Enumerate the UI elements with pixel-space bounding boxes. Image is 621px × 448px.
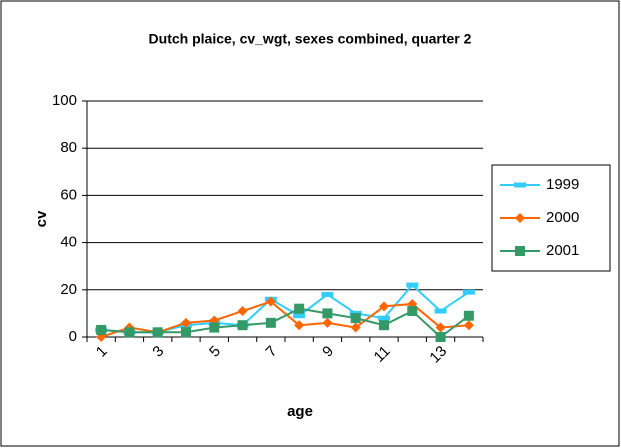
data-point [181, 327, 191, 338]
data-point [322, 308, 333, 319]
y-tick-label: 80 [60, 139, 77, 156]
data-point [463, 310, 474, 321]
data-point [209, 322, 220, 333]
legend-label: 1999 [546, 176, 579, 193]
data-point [321, 292, 334, 298]
data-point [322, 317, 333, 328]
legend-marker [515, 246, 525, 256]
data-point [435, 332, 446, 342]
y-tick-label: 40 [60, 234, 77, 251]
y-tick-label: 100 [52, 92, 77, 109]
chart-title: Dutch plaice, cv_wgt, sexes combined, qu… [149, 31, 472, 47]
data-point [265, 317, 276, 328]
data-point [379, 320, 389, 331]
data-point [407, 306, 418, 317]
data-point [350, 322, 361, 333]
data-point [265, 296, 276, 307]
data-point [379, 301, 389, 312]
data-point [237, 306, 248, 317]
data-point [435, 322, 446, 333]
data-point [462, 289, 475, 295]
legend-marker [515, 213, 525, 223]
data-point [152, 327, 163, 338]
y-axis-label: cv [33, 210, 50, 227]
data-point [124, 327, 135, 338]
data-point [293, 313, 306, 319]
data-point [181, 317, 191, 328]
data-point [378, 315, 390, 321]
data-point [294, 320, 305, 331]
legend-marker [514, 182, 526, 188]
legend-label: 2001 [546, 242, 579, 259]
data-point [463, 320, 474, 331]
data-point [406, 282, 419, 288]
y-tick-label: 20 [60, 281, 77, 298]
legend-label: 2000 [546, 209, 579, 226]
data-point [434, 308, 447, 314]
data-point [237, 320, 248, 331]
y-tick-label: 0 [69, 328, 77, 345]
data-point [294, 303, 305, 314]
data-point [96, 324, 107, 335]
y-tick-label: 60 [60, 186, 77, 203]
data-point [350, 313, 361, 324]
x-axis-label: age [287, 403, 313, 420]
